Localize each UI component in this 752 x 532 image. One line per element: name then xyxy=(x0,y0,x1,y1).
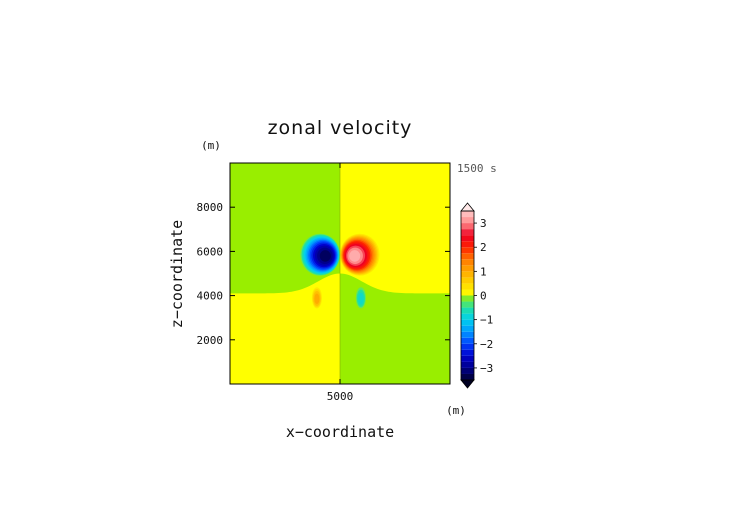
colorbar-segment xyxy=(461,337,474,344)
colorbar-segment xyxy=(461,367,474,374)
blob-3 xyxy=(311,287,322,309)
colorbar-segment xyxy=(461,277,474,284)
colorbar-segment xyxy=(461,247,474,254)
chart-title: zonal velocity xyxy=(268,117,413,139)
colorbar-segment xyxy=(461,325,474,332)
colorbar-segment xyxy=(461,319,474,326)
colorbar-tick-label: −2 xyxy=(480,338,493,351)
y-axis: 2000 4000 6000 8000 xyxy=(197,201,450,347)
colorbar-segment xyxy=(461,373,474,380)
colorbar-extend-max xyxy=(460,202,475,212)
colorbar-tick-label: −3 xyxy=(480,362,493,375)
colorbar-segment xyxy=(461,229,474,236)
colorbar: −3 −2 −1 0 1 2 3 xyxy=(460,202,493,389)
colorbar-segment xyxy=(461,223,474,230)
colorbar-segment xyxy=(461,259,474,266)
colorbar-extend-min xyxy=(460,379,475,389)
colorbar-segment xyxy=(461,217,474,224)
y-tick-label: 2000 xyxy=(197,334,224,347)
x-unit-label: (m) xyxy=(446,404,466,417)
colorbar-tick-label: 0 xyxy=(480,290,487,303)
colorbar-segment xyxy=(461,313,474,320)
colorbar-segment xyxy=(461,235,474,242)
time-label: 1500 s xyxy=(457,162,497,175)
colorbar-tick-label: 2 xyxy=(480,241,487,254)
x-axis-title: x−coordinate xyxy=(286,423,394,441)
colorbar-segment xyxy=(461,355,474,362)
colorbar-segment xyxy=(461,301,474,308)
colorbar-segment xyxy=(461,265,474,272)
y-tick-label: 4000 xyxy=(197,290,224,303)
colorbar-tick-label: −1 xyxy=(480,314,493,327)
vortex-2 xyxy=(340,233,380,276)
colorbar-segment xyxy=(461,211,474,218)
colorbar-segment xyxy=(461,253,474,260)
blob-4 xyxy=(355,287,366,309)
y-tick-label: 8000 xyxy=(197,201,224,214)
colorbar-segment xyxy=(461,283,474,290)
colorbar-segment xyxy=(461,349,474,356)
y-unit-label: (m) xyxy=(201,139,221,152)
colorbar-segment xyxy=(461,307,474,314)
plot-area xyxy=(230,163,450,384)
colorbar-segment xyxy=(461,331,474,338)
colorbar-segment xyxy=(461,361,474,368)
y-axis-title: z−coordinate xyxy=(168,220,186,328)
colorbar-segment xyxy=(461,271,474,278)
colorbar-segment xyxy=(461,241,474,248)
colorbar-tick-label: 3 xyxy=(480,217,487,230)
colorbar-tick-label: 1 xyxy=(480,265,487,278)
x-tick-label: 5000 xyxy=(327,390,354,403)
colorbar-segment xyxy=(461,295,474,302)
x-axis: 5000 xyxy=(327,163,354,403)
y-tick-label: 6000 xyxy=(197,245,224,258)
colorbar-segment xyxy=(461,343,474,350)
vortex-1 xyxy=(300,233,341,276)
colorbar-segment xyxy=(461,289,474,296)
